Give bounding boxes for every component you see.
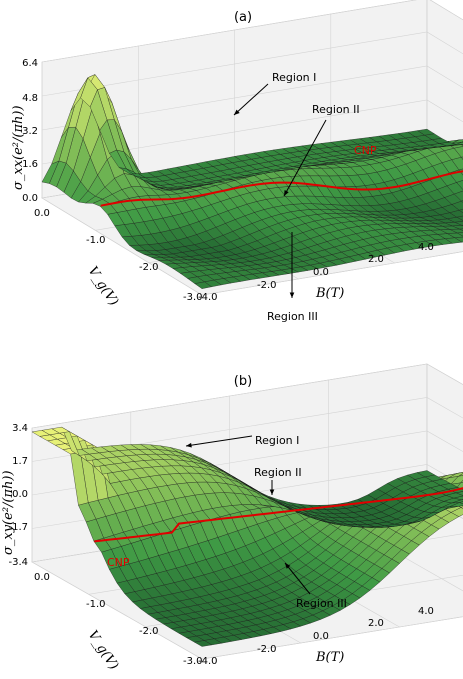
- panel-a-xtick: 0.0: [313, 267, 329, 278]
- panel-b-surface-facet: [458, 501, 463, 504]
- panel-b-ytick: -3.0: [183, 656, 203, 667]
- panel-a-ztick: 1.6: [22, 159, 38, 170]
- panel-a-label: (a): [234, 10, 252, 25]
- panel-b-ytick: -2.0: [139, 626, 159, 637]
- panel-a-ytick: -3.0: [183, 292, 203, 303]
- panel-b-region-2: Region II: [254, 466, 302, 479]
- panel-a-arrow-head: [289, 292, 295, 298]
- panel-b-y-ticks: 0.0 -1.0 -2.0 -3.0: [34, 572, 203, 667]
- panel-a-xtick: 2.0: [368, 254, 384, 265]
- panel-b-annotation-arrow: [185, 435, 253, 447]
- panel-a-region-1: Region I: [272, 71, 316, 84]
- panel-b-z-ticks: 3.4 1.7 0.0 -1.7 -3.4: [8, 423, 28, 568]
- panel-a-surface-facet: [70, 77, 88, 111]
- panel-b-ztick: -3.4: [8, 557, 28, 568]
- panel-a-cnp-label: CNP: [354, 144, 377, 157]
- panel-b-ztick: 3.4: [12, 423, 28, 434]
- panel-a-ytick: 0.0: [34, 208, 50, 219]
- panel-a-cnp-line: [100, 170, 463, 207]
- panel-b-label: (b): [234, 374, 252, 389]
- panel-b-region-3: Region III: [296, 597, 347, 610]
- panel-a-arrow-head: [234, 109, 240, 115]
- panel-b-arrow-head: [285, 563, 291, 569]
- panel-a-z-ticks: 6.4 4.8 3.2 1.6 0.0: [22, 58, 38, 204]
- panel-a-ztick: 0.0: [22, 193, 38, 204]
- panel-b-surface-facet: [31, 430, 51, 437]
- panel-b-xtick: 4.0: [418, 606, 434, 617]
- panel-a-region-3: Region III: [267, 310, 318, 323]
- panel-b-ztick: 1.7: [12, 456, 28, 467]
- panel-b-xtick: 2.0: [368, 618, 384, 629]
- panel-b-surface-layer: [31, 363, 463, 660]
- panel-a-arrow-head: [284, 190, 289, 196]
- panel-a-ztick: 3.2: [22, 126, 38, 137]
- panel-a-ylabel: V_g(V): [85, 264, 121, 309]
- panel-b-ytick: 0.0: [34, 572, 50, 583]
- panel-a-xtick: -4.0: [198, 292, 218, 303]
- panel-a-surface-layer: [41, 0, 463, 298]
- panel-a-region-2: Region II: [312, 103, 360, 116]
- panel-b-xtick: 0.0: [313, 631, 329, 642]
- panel-a-ztick: 6.4: [22, 58, 38, 69]
- panel-b-xtick: -2.0: [257, 644, 277, 655]
- panel-a-xtick: -2.0: [257, 280, 277, 291]
- panel-b-xlabel: B(T): [315, 650, 344, 665]
- panel-a-x-ticks: -4.0 -2.0 0.0 2.0 4.0: [198, 242, 434, 303]
- panel-a-gridline: [201, 251, 463, 296]
- panel-b-annotation-arrow: [284, 562, 311, 595]
- panel-a-y-ticks: 0.0 -1.0 -2.0 -3.0: [34, 208, 203, 303]
- panel-b-ztick: -1.7: [8, 522, 28, 533]
- panel-b-zlabel: σ_xy(e²/(πh)): [1, 470, 16, 555]
- panel-b-ylabel: V_g(V): [85, 628, 121, 673]
- panel-b-arrow-head: [269, 489, 275, 495]
- panel-b-ytick: -1.0: [86, 599, 106, 610]
- panel-a-xtick: 4.0: [418, 242, 434, 253]
- panel-b-ztick: 0.0: [12, 489, 28, 500]
- panel-b-xtick: -4.0: [198, 656, 218, 667]
- panel-a-ytick: -2.0: [139, 262, 159, 273]
- panel-a-ytick: -1.0: [86, 235, 106, 246]
- panel-a-gridline: [41, 0, 463, 63]
- panel-a-xlabel: B(T): [315, 286, 344, 301]
- panel-b: (b) 3.4 1.7 0.0 -1.7 -3.4 0.0 -1.0 -2.0 …: [1, 374, 434, 673]
- panel-a-ztick: 4.8: [22, 93, 38, 104]
- panel-b-region-1: Region I: [255, 434, 299, 447]
- panel-b-gridline: [201, 616, 463, 660]
- panel-b-surface-facet: [460, 506, 463, 509]
- panel-a-annotation-arrow: [283, 119, 327, 197]
- panel-b-cnp-line: [94, 487, 463, 543]
- panel-a-annotation-arrow: [233, 83, 269, 116]
- panel-b-x-ticks: -4.0 -2.0 0.0 2.0 4.0: [198, 606, 434, 667]
- panel-b-cnp-label: CNP: [107, 556, 130, 569]
- panel-a-zlabel: σ_xx(e²/(πh)): [11, 105, 26, 190]
- panel-b-arrow-head: [186, 442, 192, 448]
